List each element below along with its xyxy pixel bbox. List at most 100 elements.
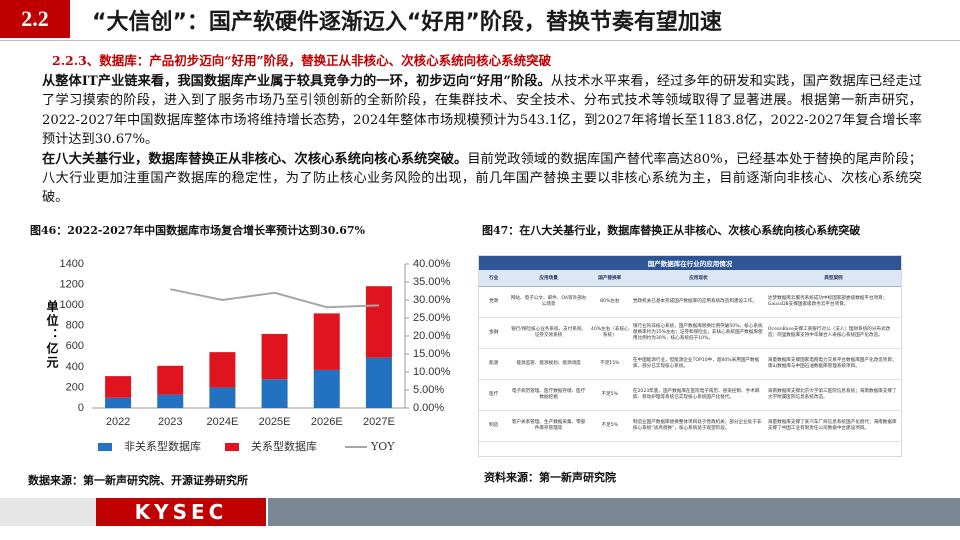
table-cell: 电子病历管理、医疗数据存储、医疗数据挖掘 <box>508 379 589 411</box>
table-body: 党政 网站、电子公文、邮件、OA等外部办公场景 80%左右 党政机关已基本完成国产数据… <box>479 286 901 442</box>
table-cell: 金融 <box>479 317 509 349</box>
y2-tick-label: 25.00% <box>413 312 451 324</box>
table-cell: 不足5% <box>588 410 631 442</box>
column-header: 应用现状 <box>630 270 766 287</box>
table-cell: 客户关系管理、生产数据采集、零部件库存管理等 <box>508 410 589 442</box>
table-cell: 银行业的非核心系统，国产数据库替换比例突破50%，核心系统替换率约为15%左右；… <box>630 317 766 349</box>
bar <box>365 286 392 358</box>
table-title: 国产数据库在行业的应用情况 <box>479 256 901 270</box>
table-cell: 医疗 <box>479 379 509 411</box>
y-tick-label: 200 <box>66 381 84 393</box>
paragraph: 从整体IT产业链来看，我国数据库产业属于较具竞争力的一环，初步迈向“好用”阶段。… <box>42 72 922 150</box>
y2-tick-label: 0.00% <box>413 402 444 414</box>
header-rule <box>0 40 960 41</box>
bar <box>261 333 288 380</box>
line <box>170 288 379 309</box>
y-tick-label: 800 <box>66 320 84 332</box>
y-tick-label: 600 <box>66 340 84 352</box>
table-cell: 银行/保险核心业务系统、支付系统、证券交易系统 <box>508 317 589 349</box>
subtitle: 2.2.3、数据库：产品初步迈向“好用”阶段，替换正从非核心、次核心系统向核心系… <box>52 53 552 68</box>
legend-label: YOY <box>370 440 395 453</box>
y-tick-label: 1400 <box>60 258 84 270</box>
y2-tick-label: 10.00% <box>413 366 451 378</box>
table-cell: 能源 <box>479 348 509 380</box>
y2-tick-label: 35.00% <box>413 276 451 288</box>
legend-swatch <box>225 443 239 451</box>
x-tick-label: 2025E <box>259 416 291 428</box>
footer-strip <box>0 498 96 526</box>
source-note: 数据来源：第一新声研究院、开源证券研究所 <box>28 474 248 487</box>
table-row: 党政 网站、电子公文、邮件、OA等外部办公场景 80%左右 党政机关已基本完成国产数据… <box>479 286 901 318</box>
x-tick-label: 2023 <box>158 416 182 428</box>
y-axis-label: 单位：亿元 <box>45 300 59 370</box>
legend-label: 关系型数据库 <box>251 439 317 453</box>
bar <box>209 352 236 388</box>
table-cell: 党政机关已基本完成国产数据库的应用系统改造和建设工作。 <box>630 286 766 318</box>
table-cell: 40%左右（非核心系统） <box>588 317 631 349</box>
table-figure: 国产数据库在行业的应用情况 行业 应用场景 国产替换率 应用现状 典型案例 党政 网站、电… <box>478 255 902 457</box>
bar <box>157 365 184 395</box>
footer-bar <box>268 498 960 526</box>
table: 行业 应用场景 国产替换率 应用现状 典型案例 党政 网站、电子公文、邮件、OA等外部办公… <box>479 270 901 442</box>
source-note: 资料来源：第一新声研究院 <box>484 471 616 484</box>
table-cell: 海南数据库支撑北京大学第三医院信息系统；海南数据库支撑了大学附属医院信息系统改造… <box>765 379 901 411</box>
y-tick-label: 1000 <box>60 299 84 311</box>
x-tick-label: 2026E <box>311 416 343 428</box>
x-tick-label: 2024E <box>207 416 239 428</box>
x-tick-label: 2022 <box>106 416 130 428</box>
table-row: 医疗 电子病历管理、医疗数据存储、医疗数据挖掘 不足5% 在2023年底，国产数据库在… <box>479 379 901 411</box>
y2-tick-label: 15.00% <box>413 348 451 360</box>
table-cell: 不足15% <box>588 348 631 380</box>
y2-tick-label: 5.00% <box>413 384 444 396</box>
legend-label: 非关系型数据库 <box>124 439 201 453</box>
table-cell: 80%左右 <box>588 286 631 318</box>
y2-tick-label: 40.00% <box>413 258 451 270</box>
bar <box>105 376 132 398</box>
table-cell: 在中国能源行业，但能源企业TOP10中，超80%采用国产数据库，部分已实现核心系… <box>630 348 766 380</box>
y-tick-label: 400 <box>66 361 84 373</box>
bar <box>261 379 288 408</box>
table-cell: 海量数据库支撑了某汽车厂商信息系统国产化替代；海南数据库支撑了中国工业有限责任公… <box>765 410 901 442</box>
table-header: 行业 应用场景 国产替换率 应用现状 典型案例 <box>479 270 901 287</box>
paragraph-text: 目前党政领域的数据库国产替代率高达80%，已经基本处于替换的尾声阶段；八大行业更… <box>42 151 922 206</box>
body-text: 从整体IT产业链来看，我国数据库产业属于较具竞争力的一环，初步迈向“好用”阶段。… <box>42 72 922 208</box>
y2-tick-label: 30.00% <box>413 294 451 306</box>
table-row: 制造 客户关系管理、生产数据采集、零部件库存管理等 不足5% 制造业国产数据库替换整体… <box>479 410 901 442</box>
y-tick-label: 0 <box>78 402 84 414</box>
table-row: 能源 能源监管、能源规划、能源调度 不足15% 在中国能源行业，但能源企业TOP10中… <box>479 348 901 380</box>
table-cell: 能源监管、能源规划、能源调度 <box>508 348 589 380</box>
paragraph-text: 从技术水平来看，经过多年的研发和实践，国产数据库已经走过了学习摸索的阶段，进入到… <box>42 74 922 148</box>
table-row: 金融 银行/保险核心业务系统、支付系统、证券交易系统 40%左右（非核心系统） 银行业… <box>479 317 901 349</box>
chart: 0 200 400 600 800 1000 1200 1400 0.00% 5.00% 10.00… <box>60 258 451 453</box>
bar <box>105 397 132 408</box>
paragraph: 在八大关基行业，数据库替换正从非核心、次核心系统向核心系统突破。目前党政领域的数… <box>42 150 922 208</box>
bar <box>365 357 392 408</box>
y2-tick-label: 20.00% <box>413 330 451 342</box>
x-tick-label: 2027E <box>363 416 395 428</box>
slide-title: “大信创”：国产软硬件逐渐迈入“好用”阶段，替换节奏有望加速 <box>92 10 722 35</box>
bar <box>313 313 340 370</box>
table-cell: 在2023年底，国产数据库在医院电子病历、感染控制、手术麻醉、移动护理等系统已实… <box>630 379 766 411</box>
y-tick-label: 1200 <box>60 278 84 290</box>
table-cell: 达梦数据库云服务系统成功中标国家部委级数据平台项目；GaussDB支撑国家级政务… <box>765 286 901 318</box>
table-cell: OceanBase支撑工商银行对公（法人）理财系统的分布式改造；阿里数据库支持中… <box>765 317 901 349</box>
column-header: 国产替换率 <box>588 270 631 287</box>
column-header: 典型案例 <box>765 270 901 287</box>
table-cell: 制造业国产数据库替换整体项目处于党政机关，部分企业处于非核心系统“试点替换”，核… <box>630 410 766 442</box>
table-cell: 不足5% <box>588 379 631 411</box>
figure-caption: 图47：在八大关基行业，数据库替换正从非核心、次核心系统向核心系统突破 <box>482 224 861 237</box>
table-cell: 网站、电子公文、邮件、OA等外部办公场景 <box>508 286 589 318</box>
paragraph-lead: 在八大关基行业，数据库替换正从非核心、次核心系统向核心系统突破。 <box>42 151 468 167</box>
legend-swatch <box>98 443 112 451</box>
logo: KYSEC <box>96 498 266 526</box>
bar <box>157 394 184 408</box>
paragraph-lead: 从整体IT产业链来看，我国数据库产业属于较具竞争力的一环，初步迈向“好用”阶段。 <box>42 74 551 89</box>
table-cell: 海量数据库支撑国家电网电力交易平台数据库国产化改造项目；南山数据库与中国石油数据… <box>765 348 901 380</box>
bar <box>209 387 236 408</box>
table-cell: 制造 <box>479 410 509 442</box>
bar <box>313 369 340 408</box>
column-header: 应用场景 <box>508 270 589 287</box>
table-cell: 党政 <box>479 286 509 318</box>
section-number: 2.2 <box>0 0 70 38</box>
